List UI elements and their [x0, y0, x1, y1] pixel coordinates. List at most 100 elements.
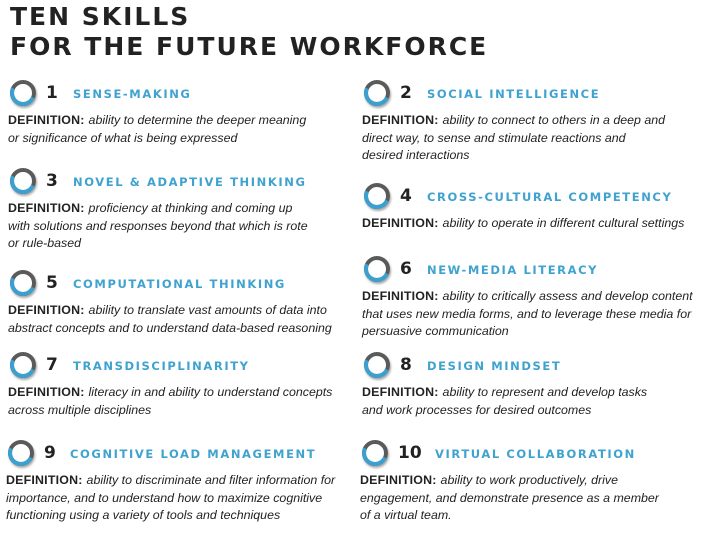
definition-label: DEFINITION: — [8, 303, 85, 317]
skill-number: 3 — [46, 171, 58, 191]
definition-label: DEFINITION: — [362, 289, 439, 303]
definition-label: DEFINITION: — [8, 201, 85, 215]
skill-item-10: 10 VIRTUAL COLLABORATION DEFINITION: abilit… — [360, 440, 659, 525]
definition-text: or significance of what is being express… — [8, 130, 238, 145]
definition-text: literacy in and ability to understand co… — [88, 385, 333, 399]
skill-header: 1 SENSE-MAKING — [8, 80, 306, 112]
definition-line: of a virtual team. — [360, 507, 659, 525]
skill-item-1: 1 SENSE-MAKING DEFINITION: ability to deter… — [8, 80, 306, 147]
skill-number: 9 — [44, 443, 56, 463]
skill-header: 4 CROSS-CULTURAL COMPETENCY — [362, 183, 684, 215]
skill-definition: DEFINITION: ability to discriminate and f… — [6, 472, 335, 525]
definition-line: functioning using a variety of tools and… — [6, 507, 335, 525]
definition-line: and work processes for desired outcomes — [362, 402, 647, 420]
circle-icon — [364, 80, 390, 106]
skill-item-5: 5 COMPUTATIONAL THINKING DEFINITION: abilit… — [8, 270, 332, 337]
definition-text: ability to connect to others in a deep a… — [442, 113, 666, 127]
skill-name: TRANSDISCIPLINARITY — [73, 359, 250, 373]
skill-name: COGNITIVE LOAD MANAGEMENT — [70, 447, 317, 461]
skill-name: DESIGN MINDSET — [427, 359, 562, 373]
skill-item-8: 8 DESIGN MINDSET DEFINITION: ability to rep… — [362, 352, 647, 419]
skill-name: COMPUTATIONAL THINKING — [73, 277, 286, 291]
circle-icon — [364, 352, 390, 378]
definition-text: ability to translate vast amounts of dat… — [88, 303, 327, 317]
skill-name: VIRTUAL COLLABORATION — [435, 447, 636, 461]
definition-text: importance, and to understand how to max… — [6, 490, 323, 505]
skill-header: 6 NEW-MEDIA LITERACY — [362, 256, 693, 288]
skill-number: 5 — [46, 273, 58, 293]
definition-line: DEFINITION: proficiency at thinking and c… — [8, 200, 308, 218]
title-line-1: TEN SKILLS — [10, 2, 191, 31]
circle-icon — [8, 440, 34, 466]
skill-name: SENSE-MAKING — [73, 87, 192, 101]
definition-line: DEFINITION: ability to work productively,… — [360, 472, 659, 490]
definition-text: ability to discriminate and filter infor… — [86, 473, 336, 487]
definition-line: DEFINITION: literacy in and ability to un… — [8, 384, 332, 402]
definition-text: ability to operate in different cultural… — [442, 216, 685, 230]
skill-number: 4 — [400, 186, 412, 206]
definition-line: DEFINITION: ability to translate vast amo… — [8, 302, 332, 320]
circle-icon — [364, 183, 390, 209]
skill-header: 7 TRANSDISCIPLINARITY — [8, 352, 332, 384]
skill-item-3: 3 NOVEL & ADAPTIVE THINKING DEFINITION: pro… — [8, 168, 308, 253]
skill-definition: DEFINITION: ability to connect to others … — [362, 112, 665, 165]
circle-icon — [10, 352, 36, 378]
title-line-2: FOR THE FUTURE WORKFORCE — [10, 32, 489, 61]
definition-label: DEFINITION: — [362, 216, 439, 230]
definition-line: DEFINITION: ability to critically assess … — [362, 288, 693, 306]
circle-icon — [10, 80, 36, 106]
circle-icon — [362, 440, 388, 466]
skill-header: 3 NOVEL & ADAPTIVE THINKING — [8, 168, 308, 200]
definition-line: direct way, to sense and stimulate react… — [362, 130, 665, 148]
definition-text: ability to represent and develop tasks — [442, 385, 648, 399]
skill-header: 8 DESIGN MINDSET — [362, 352, 647, 384]
skill-item-4: 4 CROSS-CULTURAL COMPETENCY DEFINITION: abi… — [362, 183, 684, 233]
definition-text: abstract concepts and to understand data… — [8, 320, 332, 335]
definition-text: ability to critically assess and develop… — [442, 289, 693, 303]
definition-line: DEFINITION: ability to represent and deve… — [362, 384, 647, 402]
definition-line: with solutions and responses beyond that… — [8, 218, 308, 236]
skill-number: 2 — [400, 83, 412, 103]
definition-line: desired interactions — [362, 147, 665, 165]
definition-line: DEFINITION: ability to determine the deep… — [8, 112, 306, 130]
definition-text: with solutions and responses beyond that… — [8, 218, 308, 233]
definition-line: DEFINITION: ability to operate in differe… — [362, 215, 684, 233]
definition-label: DEFINITION: — [362, 385, 439, 399]
skill-name: CROSS-CULTURAL COMPETENCY — [427, 190, 673, 204]
definition-line: DEFINITION: ability to connect to others … — [362, 112, 665, 130]
skill-item-9: 9 COGNITIVE LOAD MANAGEMENT DEFINITION: abi… — [6, 440, 335, 525]
definition-text: ability to determine the deeper meaning — [88, 113, 307, 127]
definition-line: across multiple disciplines — [8, 402, 332, 420]
page-title: TEN SKILLS FOR THE FUTURE WORKFORCE — [10, 2, 488, 62]
definition-line: engagement, and demonstrate presence as … — [360, 490, 659, 508]
skill-name: SOCIAL INTELLIGENCE — [427, 87, 601, 101]
skill-item-6: 6 NEW-MEDIA LITERACY DEFINITION: ability to… — [362, 256, 693, 341]
definition-text: that uses new media forms, and to levera… — [362, 306, 692, 321]
skill-item-2: 2 SOCIAL INTELLIGENCE DEFINITION: ability t… — [362, 80, 665, 165]
skill-definition: DEFINITION: literacy in and ability to un… — [8, 384, 332, 419]
definition-line: persuasive communication — [362, 323, 693, 341]
skill-definition: DEFINITION: proficiency at thinking and c… — [8, 200, 308, 253]
definition-label: DEFINITION: — [6, 473, 83, 487]
skill-header: 2 SOCIAL INTELLIGENCE — [362, 80, 665, 112]
circle-icon — [10, 168, 36, 194]
skill-number: 1 — [46, 83, 58, 103]
skill-header: 10 VIRTUAL COLLABORATION — [360, 440, 659, 472]
definition-text: engagement, and demonstrate presence as … — [360, 490, 659, 505]
definition-line: that uses new media forms, and to levera… — [362, 306, 693, 324]
definition-label: DEFINITION: — [8, 385, 85, 399]
definition-text: proficiency at thinking and coming up — [88, 201, 293, 215]
skill-item-7: 7 TRANSDISCIPLINARITY DEFINITION: literacy … — [8, 352, 332, 419]
definition-text: functioning using a variety of tools and… — [6, 508, 281, 522]
circle-icon — [364, 256, 390, 282]
skill-number: 8 — [400, 355, 412, 375]
skill-definition: DEFINITION: ability to critically assess … — [362, 288, 693, 341]
definition-line: abstract concepts and to understand data… — [8, 320, 332, 338]
skill-definition: DEFINITION: ability to operate in differe… — [362, 215, 684, 233]
definition-line: or significance of what is being express… — [8, 130, 306, 148]
definition-text: persuasive communication — [362, 324, 509, 338]
definition-text: across multiple disciplines — [8, 402, 152, 417]
skill-number: 6 — [400, 259, 412, 279]
definition-label: DEFINITION: — [360, 473, 437, 487]
skill-name: NOVEL & ADAPTIVE THINKING — [73, 175, 307, 189]
